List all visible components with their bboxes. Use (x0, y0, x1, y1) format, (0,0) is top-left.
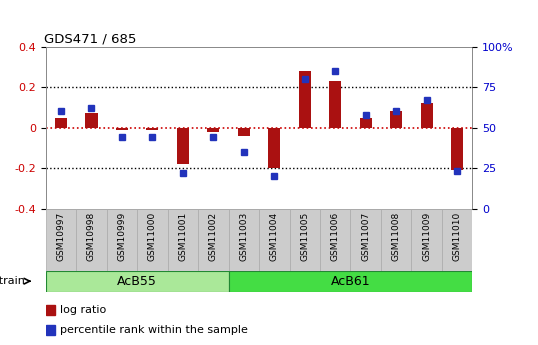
Bar (350, 209, 381, 271)
Text: GSM10997: GSM10997 (56, 212, 66, 261)
Text: GSM11006: GSM11006 (331, 212, 339, 261)
Text: GSM11005: GSM11005 (300, 212, 309, 261)
Bar (259, 209, 289, 271)
Bar (46, 209, 76, 271)
Text: GSM11009: GSM11009 (422, 212, 431, 261)
Bar (107, 209, 137, 271)
Bar (289, 209, 320, 271)
Bar (137, 209, 168, 271)
Bar (46, 271, 229, 292)
Bar (359, 118, 372, 128)
Text: GSM11000: GSM11000 (148, 212, 157, 261)
Text: GSM11003: GSM11003 (239, 212, 249, 261)
Text: AcB61: AcB61 (331, 275, 370, 288)
Bar (390, 111, 402, 128)
Bar (381, 209, 412, 271)
Text: log ratio: log ratio (60, 305, 106, 315)
Text: AcB55: AcB55 (117, 275, 157, 288)
Text: strain: strain (0, 276, 25, 286)
Text: GSM10999: GSM10999 (117, 212, 126, 261)
Text: GSM11002: GSM11002 (209, 212, 218, 261)
Bar (238, 128, 250, 136)
Bar (198, 209, 229, 271)
Bar (116, 128, 128, 130)
Bar (46, 305, 55, 315)
Text: GSM11010: GSM11010 (452, 212, 462, 261)
Bar (207, 128, 220, 132)
Bar (46, 325, 55, 335)
Text: GDS471 / 685: GDS471 / 685 (44, 32, 136, 46)
Text: GSM11001: GSM11001 (179, 212, 187, 261)
Bar (229, 209, 259, 271)
Bar (177, 128, 189, 164)
Text: GSM11004: GSM11004 (270, 212, 279, 261)
Bar (320, 209, 350, 271)
Bar (412, 209, 442, 271)
Text: GSM11007: GSM11007 (361, 212, 370, 261)
Bar (168, 209, 198, 271)
Bar (76, 209, 107, 271)
Bar (268, 128, 280, 168)
Bar (421, 104, 433, 128)
Text: percentile rank within the sample: percentile rank within the sample (60, 325, 247, 335)
Bar (146, 128, 159, 130)
Bar (86, 114, 97, 128)
Text: GSM11008: GSM11008 (392, 212, 401, 261)
Bar (451, 128, 463, 170)
Bar (299, 71, 311, 128)
Bar (329, 81, 341, 128)
Bar (55, 118, 67, 128)
Bar (229, 271, 472, 292)
Bar (442, 209, 472, 271)
Text: GSM10998: GSM10998 (87, 212, 96, 261)
